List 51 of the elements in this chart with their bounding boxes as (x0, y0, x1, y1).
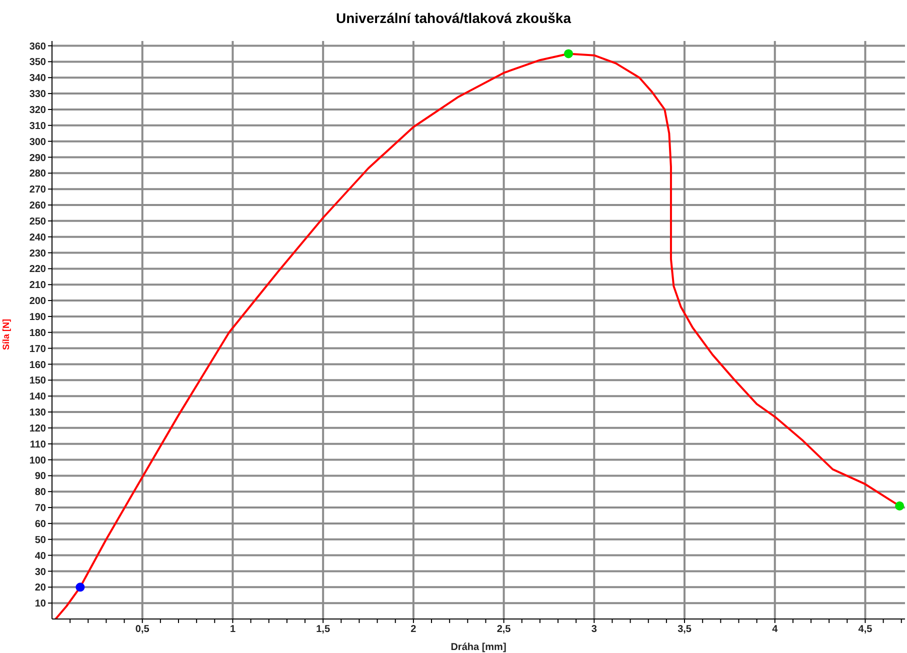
y-tick-label: 160 (29, 360, 46, 371)
y-tick-label: 100 (29, 455, 46, 466)
y-tick-label: 340 (29, 73, 46, 84)
x-tick-label: 1,5 (316, 624, 330, 636)
y-tick-label: 70 (34, 503, 46, 514)
y-tick-label: 90 (34, 471, 46, 482)
y-tick-label: 80 (34, 487, 46, 498)
y-tick-label: 140 (29, 392, 46, 403)
y-tick-label: 170 (29, 344, 46, 355)
y-tick-label: 10 (34, 598, 46, 610)
y-tick-label: 180 (29, 328, 46, 339)
chart-title: Univerzální tahová/tlaková zkouška (335, 10, 572, 26)
y-tick-label: 350 (29, 57, 46, 68)
y-tick-label: 40 (34, 550, 46, 562)
y-tick-label: 110 (30, 439, 46, 450)
y-tick-label: 30 (34, 566, 46, 578)
y-tick-label: 270 (29, 184, 46, 196)
y-tick-label: 210 (29, 280, 46, 292)
y-tick-label: 330 (29, 89, 46, 100)
y-tick-label: 60 (34, 519, 46, 530)
y-axis-title: Síla [N] (1, 318, 12, 350)
x-tick-label: 4,5 (858, 624, 873, 636)
point (76, 582, 85, 592)
x-tick-label: 3,5 (678, 624, 692, 636)
y-tick-label: 220 (29, 264, 46, 276)
x-axis-title: Dráha [mm] (450, 642, 506, 653)
y-tick-label: 280 (29, 168, 46, 180)
y-tick-label: 20 (34, 582, 46, 594)
y-tick-label: 260 (29, 200, 46, 212)
y-tick-label: 290 (29, 152, 46, 164)
x-tick-label: 0,5 (135, 624, 150, 636)
y-tick-label: 300 (29, 136, 46, 148)
y-tick-label: 320 (29, 105, 46, 116)
y-tick-label: 310 (29, 120, 46, 132)
y-tick-label: 230 (29, 248, 46, 260)
x-tick-label: 2,5 (496, 624, 512, 636)
y-tick-label: 360 (29, 41, 46, 52)
x-tick-label: 3 (591, 624, 598, 636)
point (895, 501, 904, 510)
y-tick-label: 150 (29, 376, 46, 387)
y-tick-label: 190 (29, 312, 46, 324)
y-tick-label: 240 (29, 232, 46, 244)
y-tick-label: 120 (29, 423, 46, 434)
x-tick-label: 4 (772, 624, 778, 636)
point (564, 49, 574, 58)
x-tick-label: 1 (230, 624, 236, 636)
y-tick-label: 50 (34, 534, 46, 546)
y-tick-label: 250 (29, 216, 46, 228)
y-tick-label: 130 (29, 408, 46, 419)
y-tick-label: 200 (29, 296, 46, 308)
x-tick-label: 2 (410, 624, 417, 636)
